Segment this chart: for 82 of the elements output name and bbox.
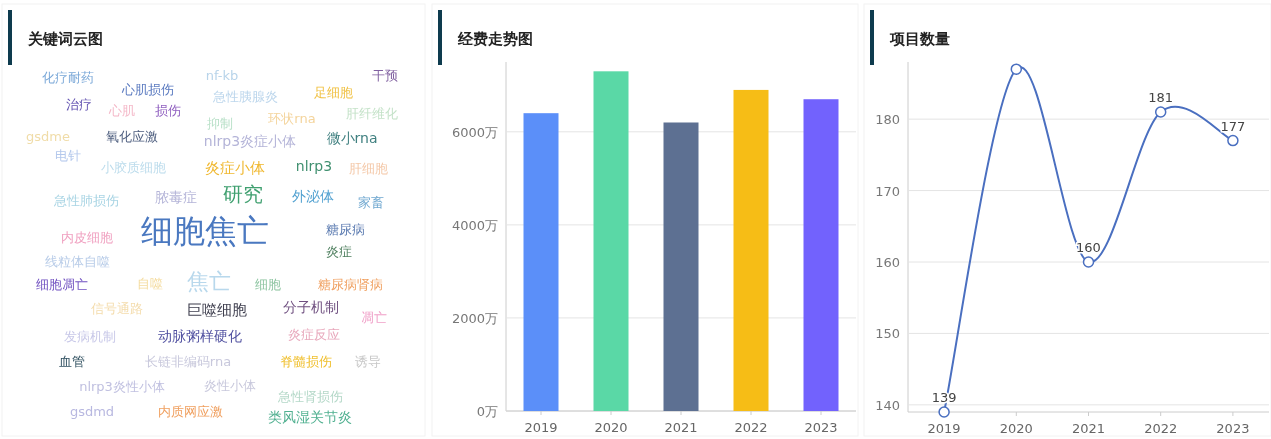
text: 外泌体 xyxy=(292,188,334,204)
text: 脓毒症 xyxy=(155,189,197,205)
x-tick-label: 2023 xyxy=(804,420,838,435)
text: 分子机制 xyxy=(283,299,339,315)
text: 小胶质细胞 xyxy=(100,160,166,175)
y-tick-label: 170 xyxy=(875,183,900,199)
text: 内质网应激 xyxy=(157,404,223,419)
text: 研究 xyxy=(223,182,263,206)
bar xyxy=(523,113,559,411)
text: 治疗 xyxy=(66,97,92,112)
data-label: 181 xyxy=(1148,90,1174,105)
point xyxy=(1082,256,1095,268)
data-label: 177 xyxy=(1220,118,1246,134)
y-tick-label: 180 xyxy=(875,112,900,128)
text: 肝细胞 xyxy=(348,161,388,176)
text: 心肌损伤 xyxy=(121,82,174,97)
text: gsdmd xyxy=(69,404,115,419)
text: 微小rna xyxy=(326,130,378,146)
y-tick-label: 4000万 xyxy=(451,217,498,233)
text: 心肌 xyxy=(108,103,135,118)
text: 环状rna xyxy=(268,111,316,126)
text: 炎症小体 xyxy=(205,159,265,177)
y-tick-label: 150 xyxy=(875,326,900,342)
text: 关键词云图 xyxy=(27,30,103,48)
chart-title: 项目数量 xyxy=(889,30,950,48)
text: 糖尿病肾病 xyxy=(317,277,383,292)
text: 凋亡 xyxy=(361,310,387,325)
point xyxy=(1010,63,1023,75)
bar xyxy=(733,89,769,411)
y-tick-label: 6000万 xyxy=(451,124,498,140)
x-tick-label: 2023 xyxy=(1216,421,1250,436)
bar xyxy=(803,99,839,411)
x-tick-label: 2019 xyxy=(524,420,558,435)
text: nlrp3炎性小体 xyxy=(79,379,165,394)
text: 焦亡 xyxy=(187,269,231,294)
chart-title: 经费走势图 xyxy=(457,30,533,48)
text: 电针 xyxy=(55,148,81,163)
y-tick-label: 160 xyxy=(875,255,900,270)
bar xyxy=(663,122,699,411)
text: 足细胞 xyxy=(313,85,353,100)
text: 急性肺损伤 xyxy=(52,193,119,208)
text: nlrp3 xyxy=(295,158,333,174)
text: 细胞 xyxy=(255,277,281,292)
text: nlrp3炎症小体 xyxy=(203,133,297,149)
text: 糖尿病 xyxy=(325,222,365,237)
text: 内皮细胞 xyxy=(61,230,113,245)
text: 家畜 xyxy=(358,195,384,210)
text: 急性肾损伤 xyxy=(276,389,343,404)
x-tick-label: 2022 xyxy=(1144,421,1178,436)
text: gsdme xyxy=(26,129,70,144)
text: 急性胰腺炎 xyxy=(211,89,278,104)
x-tick-label: 2020 xyxy=(594,420,628,435)
text: 氧化应激 xyxy=(106,129,158,144)
text: 动脉粥样硬化 xyxy=(158,328,242,344)
y-tick-label: 140 xyxy=(875,397,900,413)
text: 类风湿关节炎 xyxy=(268,409,352,425)
text: nf-kb xyxy=(205,68,239,83)
text: 损伤 xyxy=(155,103,181,118)
text: 血管 xyxy=(59,354,85,369)
x-tick-label: 2021 xyxy=(1071,421,1106,436)
point xyxy=(1154,106,1167,118)
x-tick-label: 2019 xyxy=(927,421,961,436)
text: 信号通路 xyxy=(91,301,143,316)
text: 细胞焦亡 xyxy=(141,212,269,250)
x-tick-label: 2021 xyxy=(664,420,698,435)
point xyxy=(1227,134,1239,147)
text: 干预 xyxy=(372,68,398,83)
x-tick-label: 2020 xyxy=(999,421,1033,436)
text: 巨噬细胞 xyxy=(187,301,247,319)
text: 自噬 xyxy=(137,276,163,291)
text: 炎症反应 xyxy=(288,327,340,342)
text: 线粒体自噬 xyxy=(44,254,110,269)
text: 脊髓损伤 xyxy=(280,354,332,369)
y-tick-label: 2000万 xyxy=(451,310,498,326)
bar xyxy=(593,71,629,411)
text: 抑制 xyxy=(207,116,233,131)
text: 炎症 xyxy=(326,244,352,259)
x-tick-label: 2022 xyxy=(734,420,768,435)
text: 细胞凋亡 xyxy=(36,277,88,292)
y-tick-label: 0万 xyxy=(476,404,498,419)
point xyxy=(938,406,950,418)
text: 化疗耐药 xyxy=(42,70,94,85)
